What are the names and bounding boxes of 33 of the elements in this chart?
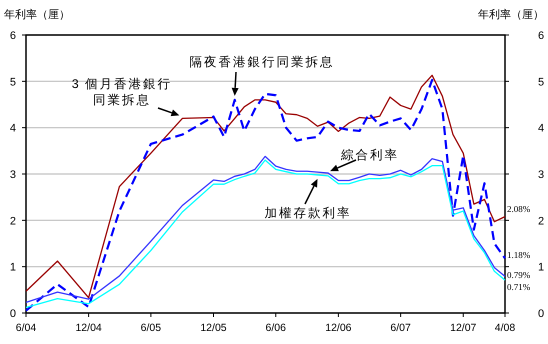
y2-tick-label: 5 bbox=[538, 76, 544, 88]
y-tick-label: 0 bbox=[10, 308, 16, 320]
x-tick-label: 6/04 bbox=[16, 322, 36, 334]
x-tick-label: 12/04 bbox=[75, 322, 102, 334]
data-label: 2.08% bbox=[507, 204, 531, 214]
x-tick-label: 6/07 bbox=[390, 322, 412, 334]
y2-axis-title: 年利率（厘） bbox=[478, 8, 544, 21]
y-tick-label: 3 bbox=[10, 169, 16, 181]
series-label: 綜合利率 bbox=[340, 147, 399, 162]
y-tick-label: 4 bbox=[10, 122, 16, 135]
data-label: 1.18% bbox=[507, 250, 531, 260]
x-tick-label: 12/06 bbox=[325, 322, 352, 334]
series-label: 3 個月香港銀行同業拆息 bbox=[72, 77, 172, 107]
x-tick-label: 6/06 bbox=[266, 322, 286, 334]
y2-tick-label: 6 bbox=[538, 30, 544, 42]
text: 隔夜香港銀行同業拆息 bbox=[190, 54, 334, 69]
x-tick-label: 12/05 bbox=[200, 322, 227, 334]
y2-tick-label: 2 bbox=[538, 215, 544, 228]
series-label: 加權存款利率 bbox=[264, 205, 352, 220]
x-tick-label: 6/05 bbox=[140, 322, 162, 334]
x-tick-label: 12/07 bbox=[450, 322, 477, 334]
data-label: 0.79% bbox=[507, 270, 531, 280]
data-label: 0.71% bbox=[507, 282, 531, 292]
y-tick-label: 6 bbox=[10, 30, 16, 42]
x-tick-label: 4/08 bbox=[494, 322, 516, 334]
y-axis-title: 年利率（厘） bbox=[4, 8, 70, 21]
y2-tick-label: 1 bbox=[538, 262, 544, 274]
y2-tick-label: 0 bbox=[538, 308, 544, 320]
y2-tick-label: 4 bbox=[538, 122, 544, 135]
y2-tick-label: 3 bbox=[538, 169, 544, 181]
y-tick-label: 2 bbox=[10, 215, 16, 228]
y-tick-label: 5 bbox=[10, 76, 16, 88]
y-tick-label: 1 bbox=[10, 262, 16, 274]
